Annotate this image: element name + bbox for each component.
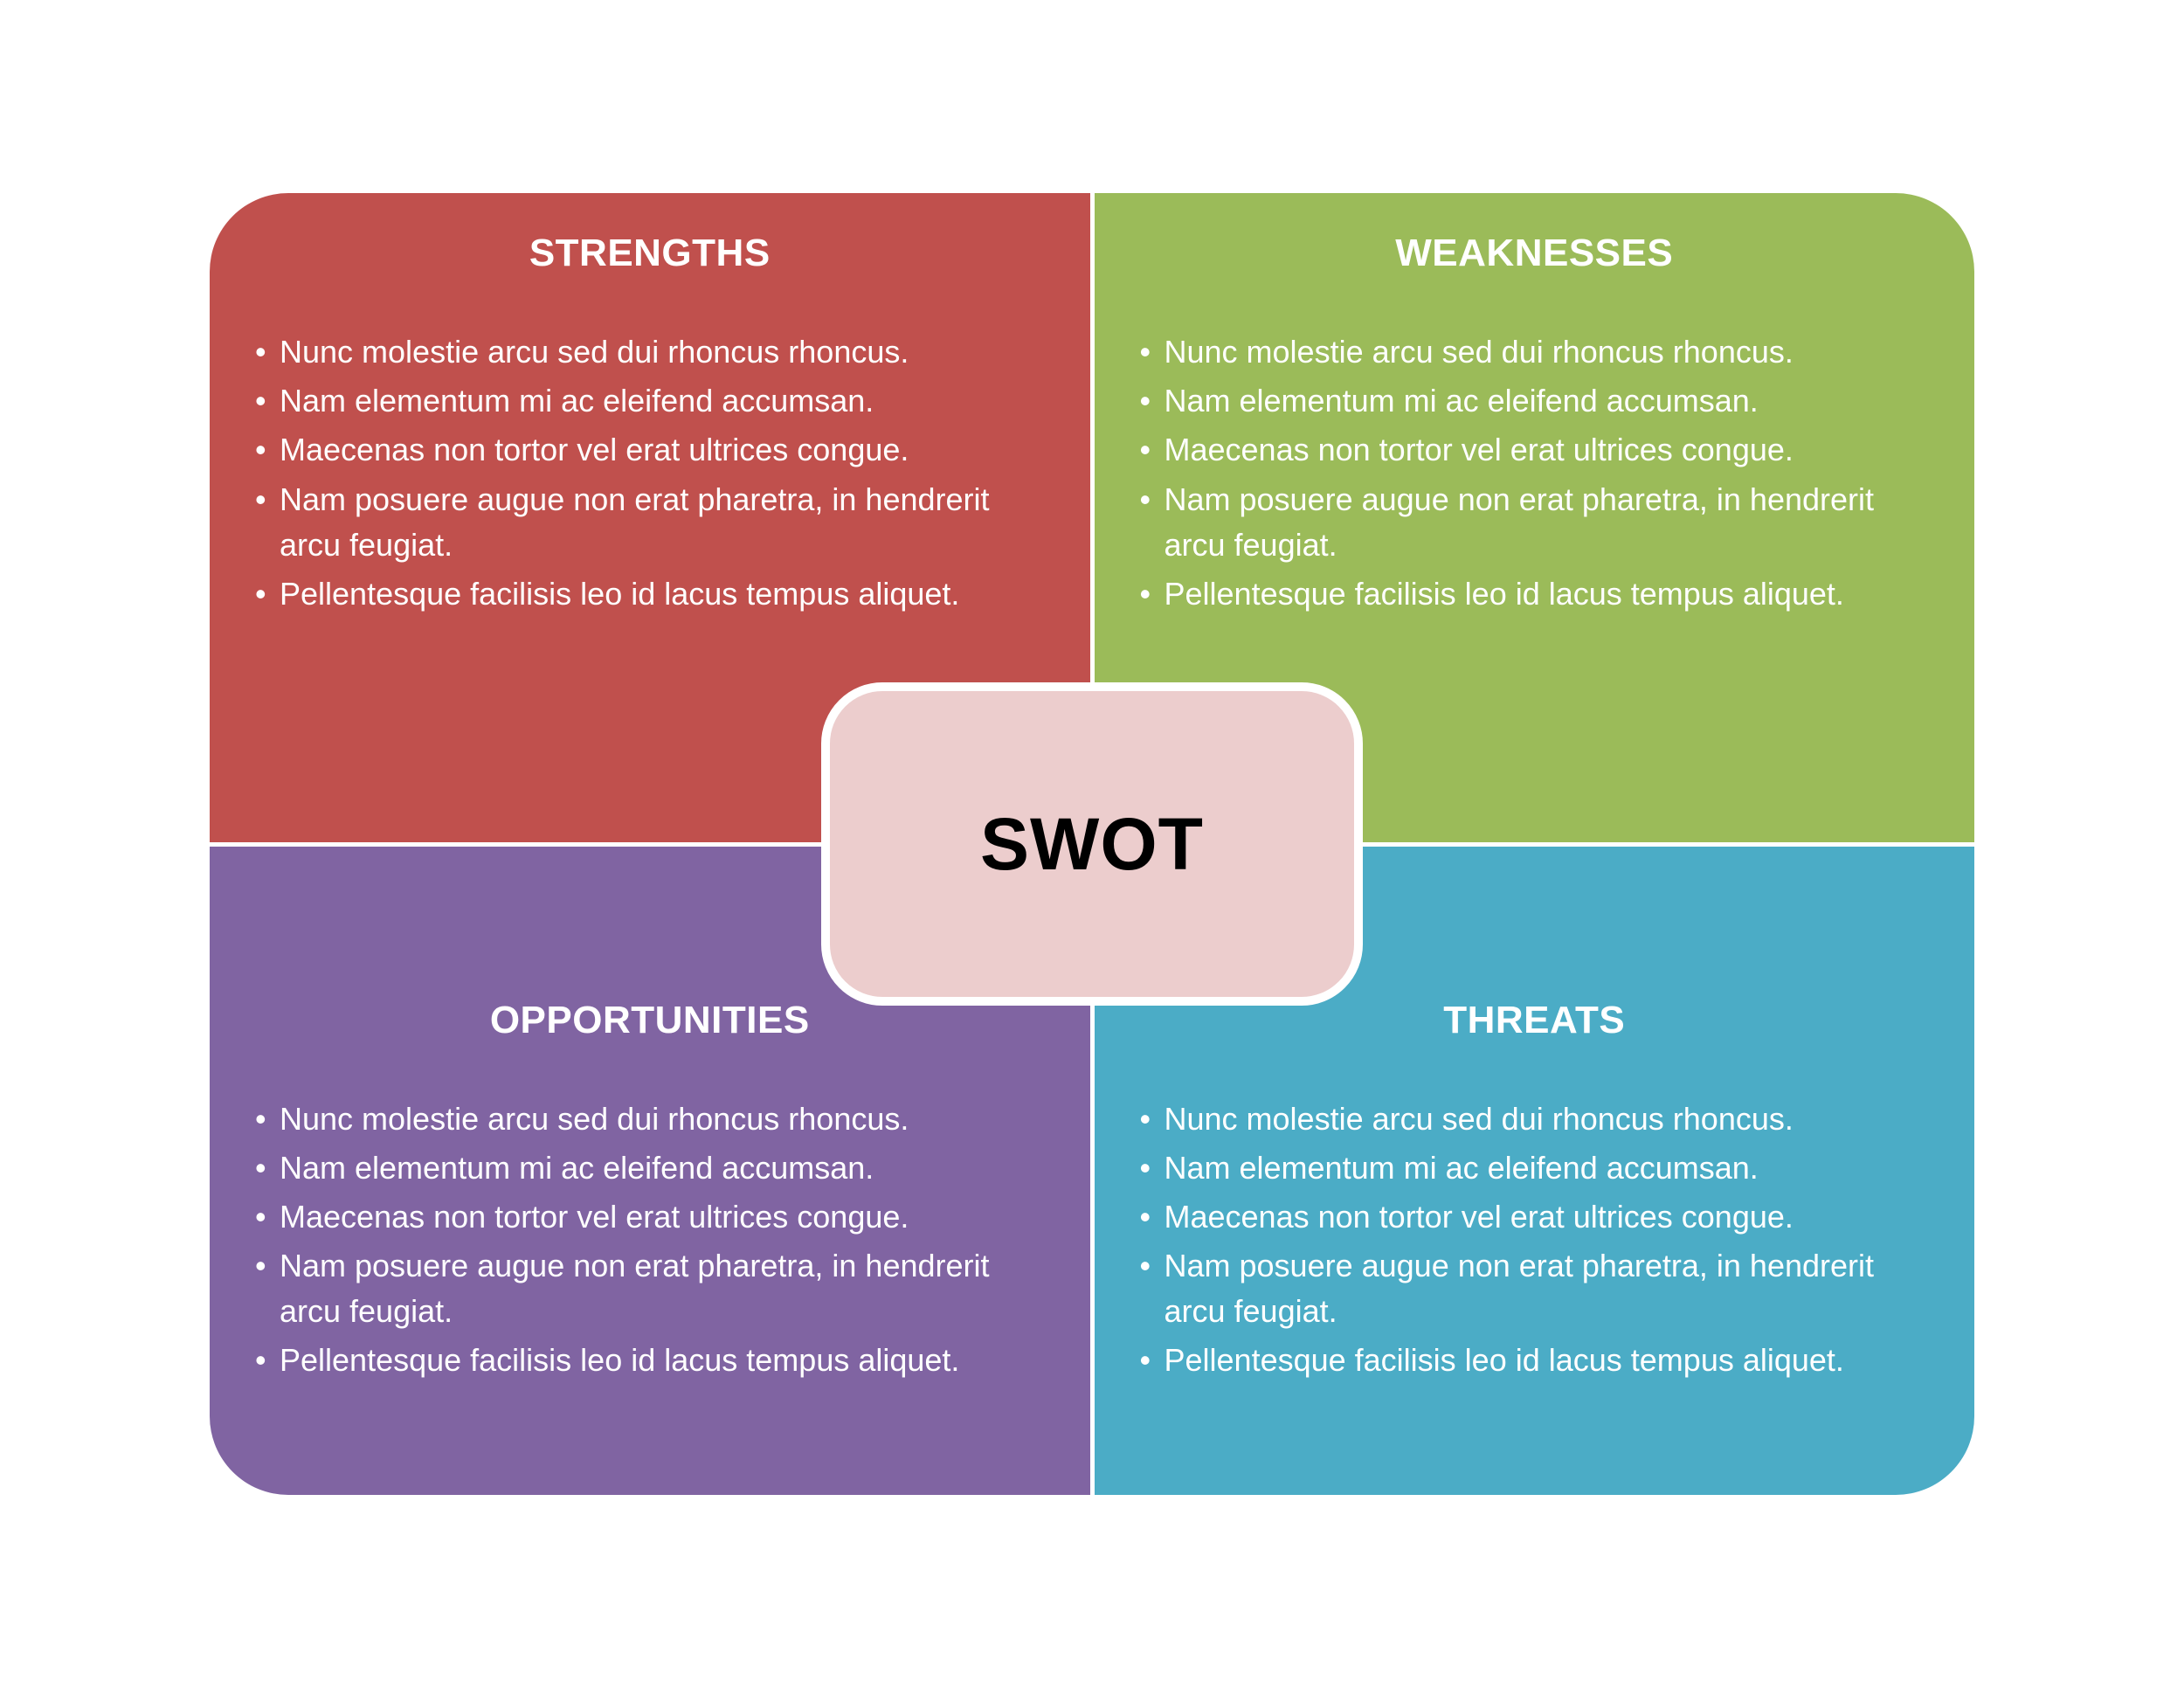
bullet-item: Maecenas non tortor vel erat ultrices co… <box>1140 427 1930 473</box>
weaknesses-bullets: Nunc molestie arcu sed dui rhoncus rhonc… <box>1130 329 1940 620</box>
strengths-title: STRENGTHS <box>245 232 1055 275</box>
bullet-item: Pellentesque facilisis leo id lacus temp… <box>255 1338 1045 1383</box>
bullet-item: Nunc molestie arcu sed dui rhoncus rhonc… <box>255 329 1045 375</box>
bullet-item: Nunc molestie arcu sed dui rhoncus rhonc… <box>255 1097 1045 1142</box>
bullet-item: Nam posuere augue non erat pharetra, in … <box>255 1243 1045 1334</box>
bullet-item: Nam posuere augue non erat pharetra, in … <box>255 477 1045 568</box>
bullet-item: Pellentesque facilisis leo id lacus temp… <box>1140 1338 1930 1383</box>
bullet-item: Nam elementum mi ac eleifend accumsan. <box>255 378 1045 424</box>
center-badge: SWOT <box>821 682 1363 1006</box>
bullet-item: Nunc molestie arcu sed dui rhoncus rhonc… <box>1140 329 1930 375</box>
bullet-item: Pellentesque facilisis leo id lacus temp… <box>1140 571 1930 617</box>
bullet-item: Nam elementum mi ac eleifend accumsan. <box>1140 378 1930 424</box>
bullet-item: Nam posuere augue non erat pharetra, in … <box>1140 1243 1930 1334</box>
weaknesses-title: WEAKNESSES <box>1130 232 1940 275</box>
bullet-item: Pellentesque facilisis leo id lacus temp… <box>255 571 1045 617</box>
threats-bullets: Nunc molestie arcu sed dui rhoncus rhonc… <box>1130 1097 1940 1387</box>
bullet-item: Maecenas non tortor vel erat ultrices co… <box>255 427 1045 473</box>
bullet-item: Nam elementum mi ac eleifend accumsan. <box>255 1145 1045 1191</box>
bullet-item: Nam elementum mi ac eleifend accumsan. <box>1140 1145 1930 1191</box>
opportunities-bullets: Nunc molestie arcu sed dui rhoncus rhonc… <box>245 1097 1055 1387</box>
bullet-item: Nunc molestie arcu sed dui rhoncus rhonc… <box>1140 1097 1930 1142</box>
bullet-item: Maecenas non tortor vel erat ultrices co… <box>1140 1194 1930 1240</box>
center-label: SWOT <box>980 802 1204 887</box>
swot-diagram: STRENGTHS Nunc molestie arcu sed dui rho… <box>210 193 1974 1495</box>
strengths-bullets: Nunc molestie arcu sed dui rhoncus rhonc… <box>245 329 1055 620</box>
bullet-item: Nam posuere augue non erat pharetra, in … <box>1140 477 1930 568</box>
bullet-item: Maecenas non tortor vel erat ultrices co… <box>255 1194 1045 1240</box>
